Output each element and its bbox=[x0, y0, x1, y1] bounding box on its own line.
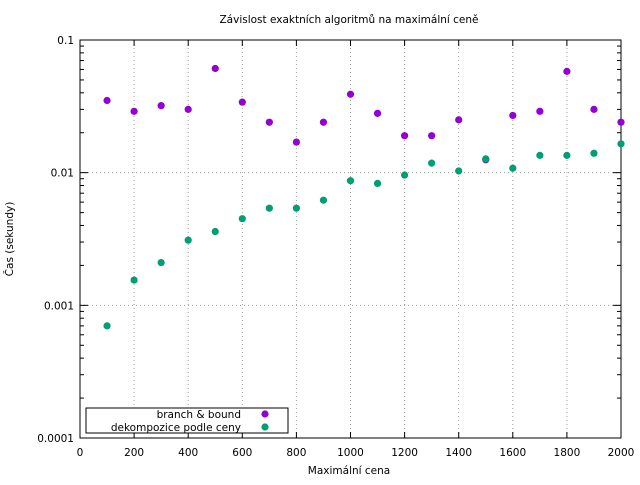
data-point bbox=[238, 98, 246, 106]
data-point bbox=[238, 215, 246, 223]
legend-marker bbox=[261, 423, 269, 431]
data-point bbox=[292, 204, 300, 212]
grid-lines bbox=[80, 40, 621, 438]
x-tick-label: 400 bbox=[178, 447, 198, 459]
data-point bbox=[536, 107, 544, 115]
data-point bbox=[590, 149, 598, 157]
x-tick-label: 1400 bbox=[445, 447, 472, 459]
y-tick-label: 0.1 bbox=[57, 35, 74, 47]
plot-frame bbox=[79, 39, 622, 439]
data-point bbox=[617, 140, 625, 148]
data-point bbox=[482, 155, 490, 163]
legend-marker bbox=[261, 410, 269, 418]
data-point bbox=[319, 118, 328, 126]
x-tick-label: 1200 bbox=[391, 447, 418, 459]
series-2 bbox=[103, 140, 625, 330]
data-point bbox=[103, 96, 111, 105]
data-point bbox=[563, 67, 571, 75]
data-point bbox=[590, 105, 598, 113]
data-point bbox=[509, 164, 517, 172]
x-tick-label: 0 bbox=[77, 447, 84, 459]
x-tick-label: 200 bbox=[124, 447, 144, 459]
y-tick-label: 0.0001 bbox=[37, 433, 74, 445]
y-axis-label: Čas (sekundy) bbox=[3, 202, 16, 277]
data-point bbox=[346, 90, 355, 98]
data-point bbox=[455, 116, 463, 124]
data-point bbox=[184, 105, 192, 113]
chart-title: Závislost exaktních algoritmů na maximál… bbox=[219, 14, 478, 26]
data-point bbox=[184, 236, 192, 244]
data-point bbox=[373, 109, 382, 117]
legend-label: dekompozice podle ceny bbox=[111, 422, 241, 434]
data-point bbox=[536, 151, 544, 159]
x-axis-label: Maximální cena bbox=[308, 465, 390, 477]
axis-ticks: 0 200 400 600 800 1000 1200 1400 1600 1800 2000 0.0… bbox=[37, 35, 634, 459]
data-point bbox=[563, 151, 571, 159]
series-1 bbox=[103, 64, 625, 164]
x-tick-label: 600 bbox=[232, 447, 252, 459]
data-point bbox=[401, 171, 409, 179]
x-tick-label: 1000 bbox=[337, 447, 364, 459]
data-point bbox=[346, 177, 355, 185]
data-point bbox=[373, 179, 382, 188]
data-point bbox=[428, 159, 436, 167]
data-point bbox=[211, 227, 219, 236]
x-tick-label: 800 bbox=[286, 447, 306, 459]
data-point bbox=[319, 196, 328, 204]
x-tick-label: 1800 bbox=[554, 447, 581, 459]
legend-box bbox=[85, 407, 289, 434]
data-point bbox=[157, 102, 165, 110]
data-point bbox=[617, 118, 625, 126]
data-points bbox=[103, 64, 625, 330]
x-tick-label: 2000 bbox=[608, 447, 635, 459]
y-tick-label: 0.001 bbox=[44, 300, 74, 312]
data-point bbox=[455, 167, 463, 175]
data-point bbox=[428, 132, 436, 140]
data-point bbox=[509, 111, 517, 120]
data-point bbox=[265, 204, 273, 212]
data-point bbox=[157, 258, 165, 267]
data-point bbox=[130, 107, 138, 115]
data-point bbox=[130, 276, 138, 284]
x-tick-label: 1600 bbox=[499, 447, 526, 459]
data-point bbox=[103, 322, 111, 330]
y-tick-label: 0.01 bbox=[51, 168, 74, 180]
legend-label: branch & bound bbox=[157, 409, 241, 421]
data-point bbox=[211, 64, 219, 73]
data-point bbox=[292, 138, 300, 146]
data-point bbox=[265, 118, 273, 126]
data-point bbox=[401, 132, 409, 140]
